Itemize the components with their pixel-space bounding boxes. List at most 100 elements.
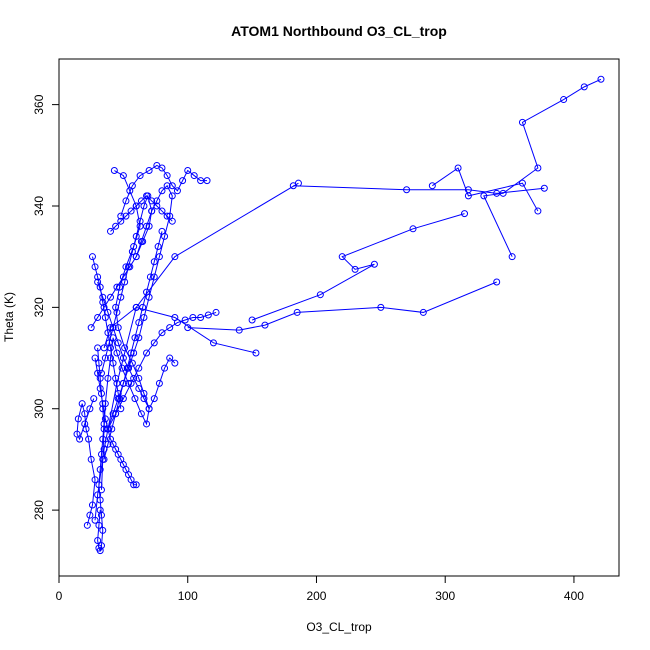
data-point xyxy=(158,207,166,215)
data-point xyxy=(197,314,205,321)
data-series xyxy=(73,75,605,555)
data-point xyxy=(161,364,169,372)
data-point xyxy=(493,189,501,197)
data-point xyxy=(150,273,158,281)
data-point xyxy=(518,179,526,187)
data-point xyxy=(248,316,256,324)
series-line xyxy=(483,78,602,257)
data-point xyxy=(203,177,211,185)
data-point xyxy=(158,187,166,195)
series-line xyxy=(187,281,497,331)
plot-frame xyxy=(58,58,620,577)
data-point xyxy=(235,326,243,334)
data-point xyxy=(153,197,161,205)
data-point xyxy=(132,202,140,210)
data-point xyxy=(150,258,158,266)
data-point xyxy=(146,273,154,281)
series-18 xyxy=(100,227,166,463)
series-line xyxy=(103,306,257,354)
data-point xyxy=(87,324,95,332)
data-point xyxy=(91,516,99,524)
x-axis-label: O3_CL_trop xyxy=(306,620,372,634)
y-tick-label: 300 xyxy=(32,398,46,418)
x-tick-label: 0 xyxy=(56,589,63,603)
data-point xyxy=(163,212,171,220)
data-point xyxy=(109,359,117,367)
data-point xyxy=(96,547,104,555)
data-point xyxy=(94,344,102,352)
data-point xyxy=(78,400,86,408)
data-point xyxy=(166,324,174,332)
data-point xyxy=(113,283,121,291)
data-point xyxy=(540,184,548,192)
data-point xyxy=(163,172,171,180)
data-point xyxy=(370,260,378,268)
data-point xyxy=(110,167,118,175)
data-point xyxy=(461,210,469,218)
data-point xyxy=(109,324,117,332)
data-point xyxy=(97,369,105,377)
series-4 xyxy=(248,210,469,324)
data-point xyxy=(139,303,147,311)
data-point xyxy=(127,349,135,357)
data-point xyxy=(106,344,114,352)
x-tick-label: 200 xyxy=(306,589,326,603)
data-point xyxy=(99,298,107,306)
series-line xyxy=(103,231,163,460)
data-point xyxy=(560,96,568,104)
data-point xyxy=(91,263,99,271)
data-point xyxy=(171,253,179,261)
data-point xyxy=(96,496,104,504)
data-point xyxy=(119,172,127,180)
data-point xyxy=(480,192,488,200)
y-axis: 280 300 320 340 360 xyxy=(32,94,59,520)
data-point xyxy=(106,227,114,235)
data-point xyxy=(409,225,417,233)
data-point xyxy=(534,164,542,172)
data-point xyxy=(132,232,140,240)
data-point xyxy=(97,511,105,519)
data-point xyxy=(99,526,107,534)
data-point xyxy=(136,217,144,225)
data-point xyxy=(127,207,135,215)
data-point xyxy=(76,435,84,443)
data-point xyxy=(158,227,166,235)
data-point xyxy=(316,291,324,299)
data-point xyxy=(114,339,122,347)
data-point xyxy=(112,374,120,382)
data-point xyxy=(96,384,104,392)
series-14 xyxy=(91,354,140,489)
data-point xyxy=(171,359,179,367)
data-point xyxy=(125,263,133,271)
data-point xyxy=(119,273,127,281)
data-point xyxy=(150,395,158,403)
data-point xyxy=(99,400,107,408)
data-point xyxy=(74,415,82,423)
data-point xyxy=(173,319,181,327)
data-point xyxy=(90,395,98,403)
data-point xyxy=(137,237,145,245)
data-point xyxy=(114,324,122,332)
data-point xyxy=(132,481,140,489)
data-point xyxy=(94,314,102,321)
data-point xyxy=(101,415,109,423)
data-point xyxy=(86,405,94,413)
x-tick-label: 300 xyxy=(435,589,455,603)
data-point xyxy=(209,339,217,347)
data-point xyxy=(135,384,143,392)
data-point xyxy=(97,542,105,550)
data-point xyxy=(104,425,112,433)
data-point xyxy=(166,354,174,362)
data-point xyxy=(338,253,346,261)
y-axis-label: Theta (K) xyxy=(2,292,16,342)
series-17 xyxy=(106,192,176,235)
data-point xyxy=(130,374,138,382)
data-point xyxy=(158,329,166,337)
data-point xyxy=(91,354,99,362)
data-point xyxy=(428,182,436,190)
data-point xyxy=(113,349,121,357)
data-point xyxy=(96,506,104,514)
data-point xyxy=(106,293,114,301)
data-point xyxy=(132,253,140,261)
